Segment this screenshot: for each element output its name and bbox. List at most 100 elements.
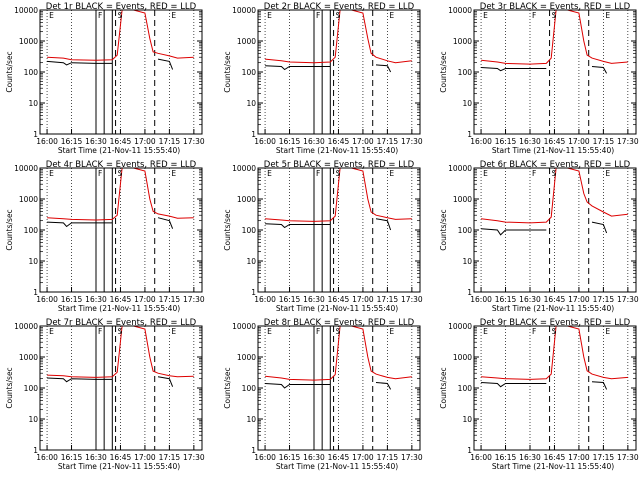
chart-title: Det 3r BLACK = Events, RED = LLD [480,2,631,12]
x-tick-label: 16:00 [254,453,276,462]
x-tick-label: 16:30 [303,453,325,462]
x-tick-label: 17:30 [183,295,205,304]
x-axis-label: Start Time (21-Nov-11 15:55:40) [58,462,180,471]
y-tick-label: 100 [458,68,473,77]
marker-label: F [98,11,102,20]
marker-label: S [118,11,123,20]
x-tick-label: 17:00 [568,295,590,304]
x-tick-label: 16:45 [110,295,132,304]
y-tick-label: 10000 [232,6,256,15]
x-tick-label: 16:15 [279,295,301,304]
y-tick-label: 100 [242,384,257,393]
y-tick-label: 1 [33,288,38,297]
y-tick-label: 1 [251,288,256,297]
chart-title: Det 1r BLACK = Events, RED = LLD [46,2,197,12]
y-axis-label: Counts/sec [223,209,232,250]
x-tick-label: 16:45 [544,137,566,146]
plot-frame [473,325,637,451]
marker-label: S [336,169,341,178]
x-tick-label: 16:00 [470,137,492,146]
marker-label: E [483,327,488,336]
x-tick-label: 17:15 [159,137,181,146]
series-line [47,217,174,229]
y-tick-label: 10000 [14,164,38,173]
marker-label: E [605,11,610,20]
marker-label: S [552,11,557,20]
x-axis-label: Start Time (21-Nov-11 15:55:40) [276,462,398,471]
x-tick-label: 17:15 [593,137,615,146]
y-tick-label: 1000 [237,353,256,362]
x-tick-label: 17:15 [593,295,615,304]
y-axis-label: Counts/sec [223,367,232,408]
x-tick-label: 17:30 [183,453,205,462]
marker-label: S [336,327,341,336]
y-axis-label: Counts/sec [5,367,14,408]
x-tick-label: 17:30 [401,137,423,146]
marker-label: S [552,327,557,336]
plot-frame [473,167,637,293]
x-tick-label: 16:30 [519,295,541,304]
series-line [47,58,174,70]
y-axis-label: Counts/sec [5,209,14,250]
y-tick-label: 1000 [237,37,256,46]
x-tick-label: 17:00 [568,453,590,462]
y-tick-label: 1 [467,288,472,297]
x-tick-label: 17:15 [377,453,399,462]
y-axis-label: Counts/sec [439,51,448,92]
x-tick-label: 16:45 [110,453,132,462]
x-tick-label: 16:15 [61,453,83,462]
x-tick-label: 16:15 [279,453,301,462]
series-line [481,221,608,236]
x-tick-label: 16:30 [519,137,541,146]
x-tick-label: 17:30 [617,295,639,304]
x-axis-label: Start Time (21-Nov-11 15:55:40) [276,146,398,155]
marker-label: F [98,169,102,178]
chart-title: Det 7r BLACK = Events, RED = LLD [46,318,197,328]
x-tick-label: 16:00 [470,295,492,304]
y-tick-label: 1 [33,130,38,139]
series-line [481,66,608,74]
x-tick-label: 16:30 [303,137,325,146]
marker-label: S [552,169,557,178]
chart-title: Det 6r BLACK = Events, RED = LLD [480,160,631,170]
chart-title: Det 9r BLACK = Events, RED = LLD [480,318,631,328]
x-axis-label: Start Time (21-Nov-11 15:55:40) [492,462,614,471]
marker-label: F [316,327,320,336]
marker-label: F [532,327,536,336]
y-tick-label: 10000 [14,322,38,331]
marker-label: E [171,327,176,336]
x-tick-label: 17:30 [617,137,639,146]
x-tick-label: 17:00 [352,453,374,462]
marker-label: E [267,11,272,20]
series-line [265,382,392,390]
x-tick-label: 16:45 [328,295,350,304]
x-tick-label: 16:00 [36,137,58,146]
y-tick-label: 1000 [19,37,38,46]
y-tick-label: 1 [33,446,38,455]
plot-frame [257,167,421,293]
x-tick-label: 16:15 [495,137,517,146]
marker-label: E [49,169,54,178]
y-tick-label: 100 [242,226,257,235]
y-tick-label: 10000 [232,322,256,331]
marker-label: F [532,169,536,178]
x-tick-label: 16:15 [61,137,83,146]
x-tick-label: 17:00 [134,137,156,146]
x-tick-label: 17:00 [134,295,156,304]
x-tick-label: 17:15 [377,137,399,146]
x-tick-label: 16:15 [61,295,83,304]
x-tick-label: 17:30 [401,295,423,304]
chart-title: Det 5r BLACK = Events, RED = LLD [264,160,415,170]
marker-label: F [316,11,320,20]
chart-title: Det 4r BLACK = Events, RED = LLD [46,160,197,170]
y-tick-label: 100 [24,68,39,77]
x-tick-label: 17:15 [159,453,181,462]
x-tick-label: 16:15 [495,453,517,462]
y-tick-label: 1000 [19,353,38,362]
